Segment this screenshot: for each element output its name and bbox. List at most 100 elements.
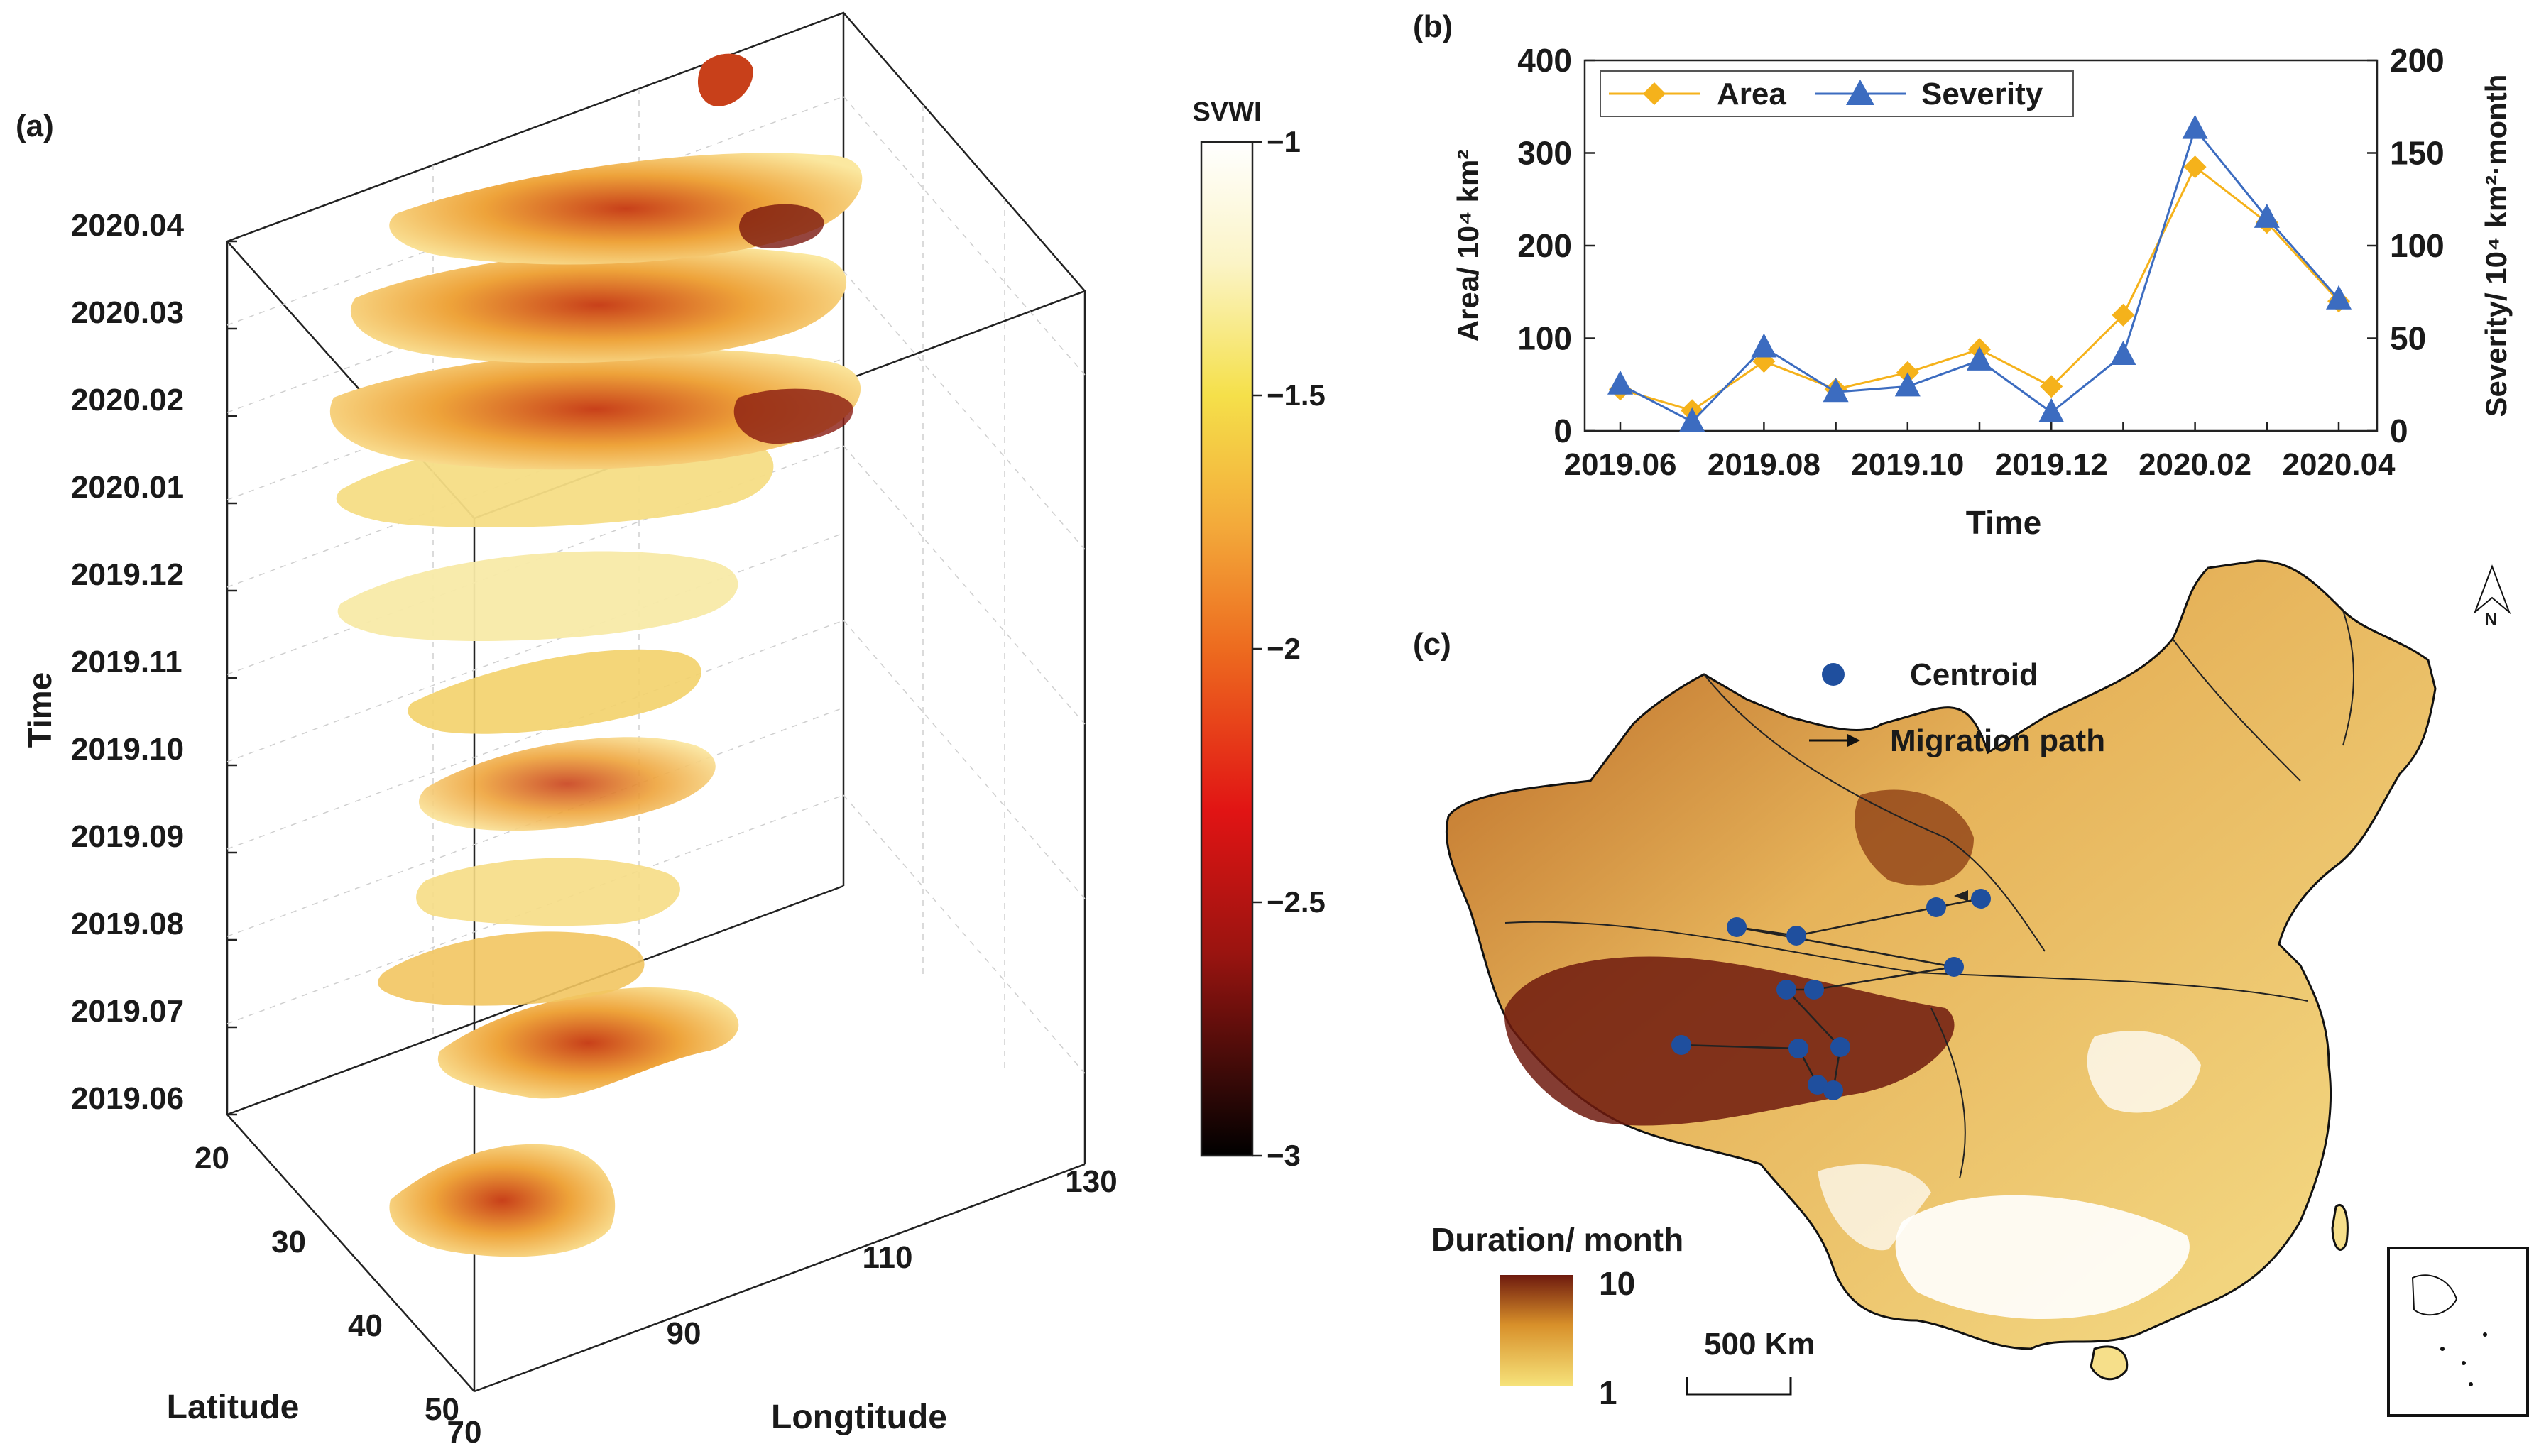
lon-tick-label: 90 xyxy=(667,1316,701,1351)
high-duration-zone-tibet xyxy=(1504,956,1955,1126)
centroid-point xyxy=(1944,957,1964,977)
right-y-axis-title: Severity/ 10⁴ km²·month xyxy=(2479,75,2513,417)
centroid-point xyxy=(1671,1035,1691,1055)
right-y-tick-label: 0 xyxy=(2390,412,2408,449)
time-tick-label: 2019.09 xyxy=(71,819,184,854)
centroid-point xyxy=(1926,897,1946,917)
centroid-point xyxy=(1971,889,1991,909)
slice-2019-09 xyxy=(416,858,680,926)
time-tick-labels: 2020.04 2020.03 2020.02 2020.01 2019.12 2019.… xyxy=(71,208,237,1116)
slice-dark-core xyxy=(733,388,853,444)
panel-c-label: (c) xyxy=(1413,627,1451,662)
series-line-severity xyxy=(1620,126,2340,423)
time-tick-label: 2020.03 xyxy=(71,295,184,330)
svwi-colorbar-bar xyxy=(1200,141,1254,1157)
lat-tick-label: 20 xyxy=(195,1141,229,1176)
hainan-island xyxy=(2090,1345,2129,1381)
inset-coast xyxy=(2411,1274,2458,1316)
svwi-tick-labels: −1 −1.5 −2 −2.5 −3 xyxy=(1252,125,1326,1172)
north-label: N xyxy=(2484,610,2496,629)
slice-2019-06 xyxy=(389,1144,616,1257)
centroid-point xyxy=(1823,1080,1843,1100)
panel-a: (a) xyxy=(16,11,1326,1450)
x-tick-label: 2019.12 xyxy=(1995,447,2108,482)
series-layer xyxy=(1607,114,2352,432)
china-map xyxy=(1445,559,2437,1350)
left-y-tick-label: 100 xyxy=(1517,320,1572,357)
scale-bar-line xyxy=(1686,1377,1792,1396)
severity-point xyxy=(1679,407,1705,432)
centroid-point xyxy=(1727,917,1747,937)
left-y-axis-title: Area/ 10⁴ km² xyxy=(1451,150,1485,342)
left-y-tick-label: 300 xyxy=(1517,135,1572,172)
time-tick-label: 2019.08 xyxy=(71,907,184,941)
left-y-tick-label: 400 xyxy=(1517,42,1572,79)
low-duration-zone-east xyxy=(2087,1031,2201,1113)
centroid-point xyxy=(1788,1039,1808,1058)
slice-2019-07 xyxy=(437,987,739,1099)
series-line-area xyxy=(1620,165,2340,412)
time-tick-label: 2019.11 xyxy=(71,645,182,679)
right-y-ticks: 0 50 100 150 200 xyxy=(2367,42,2445,449)
svwi-colorbar: SVWI −1 −1.5 −2 −2.5 −3 xyxy=(1192,97,1325,1172)
inset-islands xyxy=(2440,1332,2487,1386)
scale-bar-label: 500 Km xyxy=(1704,1327,1815,1362)
time-tick-label: 2019.06 xyxy=(71,1081,184,1116)
right-y-tick-label: 100 xyxy=(2390,227,2445,264)
inset-frame xyxy=(2387,1247,2529,1417)
lat-tick-label: 30 xyxy=(271,1225,306,1259)
north-arrow: N xyxy=(2473,564,2511,629)
area-point xyxy=(2040,375,2063,398)
north-arrow-icon xyxy=(2473,564,2511,615)
slice-2020-03 xyxy=(350,247,847,363)
time-tick-label: 2019.12 xyxy=(71,557,184,592)
time-tick-label: 2020.02 xyxy=(71,383,184,417)
area-point xyxy=(2112,303,2135,327)
lon-tick-label: 130 xyxy=(1065,1164,1117,1199)
severity-point xyxy=(2110,340,2136,365)
time-tick-label: 2019.10 xyxy=(71,732,184,767)
centroid-point xyxy=(1786,926,1806,946)
duration-colorbar-bar xyxy=(1500,1275,1573,1386)
time-tick-label: 2020.04 xyxy=(71,208,185,243)
legend: Area Severity xyxy=(1600,70,2074,117)
lon-tick-label: 110 xyxy=(863,1240,913,1275)
slice-2019-11 xyxy=(408,649,701,734)
centroid-layer xyxy=(1671,889,1991,1100)
map-legend: Centroid Migration path xyxy=(1809,657,2105,758)
lon-tick-labels: 70 90 110 130 xyxy=(447,1164,1118,1450)
x-tick-label: 2019.06 xyxy=(1563,447,1676,482)
svwi-tick-label: −2.5 xyxy=(1267,885,1326,919)
longitude-axis-title: Longtitude xyxy=(771,1398,947,1436)
time-tick-label: 2019.07 xyxy=(71,994,184,1029)
slice-2020-02 xyxy=(329,349,861,470)
centroid-point xyxy=(1804,980,1824,1000)
time-tick-label: 2020.01 xyxy=(71,470,184,505)
latitude-axis: 20 30 40 50 Latitude xyxy=(167,1141,459,1427)
severity-point xyxy=(1751,333,1777,358)
svwi-tick-label: −3 xyxy=(1267,1139,1301,1172)
slice-dark-core-2 xyxy=(739,204,824,248)
x-tick-label: 2019.10 xyxy=(1851,447,1964,482)
legend-area-label: Area xyxy=(1717,77,1786,111)
severity-point xyxy=(1823,378,1849,403)
duration-min-label: 1 xyxy=(1599,1374,1617,1411)
svwi-tick-label: −1.5 xyxy=(1267,378,1326,412)
severity-point xyxy=(1894,372,1921,397)
severity-point xyxy=(1967,346,1992,371)
longitude-axis: 70 90 110 130 Longtitude xyxy=(447,1164,1118,1450)
centroid-point xyxy=(1776,980,1796,1000)
x-tick-label: 2020.04 xyxy=(2282,447,2396,482)
svwi-slices xyxy=(329,53,863,1257)
panel-c: (c) Centroid Migration path xyxy=(1413,559,2529,1417)
left-y-tick-label: 0 xyxy=(1553,412,1572,449)
low-duration-zone-southwest xyxy=(1818,1164,1931,1251)
svwi-colorbar-title: SVWI xyxy=(1192,97,1261,127)
legend-centroid-marker xyxy=(1822,663,1845,686)
legend-centroid-label: Centroid xyxy=(1910,657,2038,692)
slice-2019-12 xyxy=(337,551,738,641)
duration-max-label: 10 xyxy=(1599,1265,1635,1302)
severity-point xyxy=(1607,370,1633,395)
